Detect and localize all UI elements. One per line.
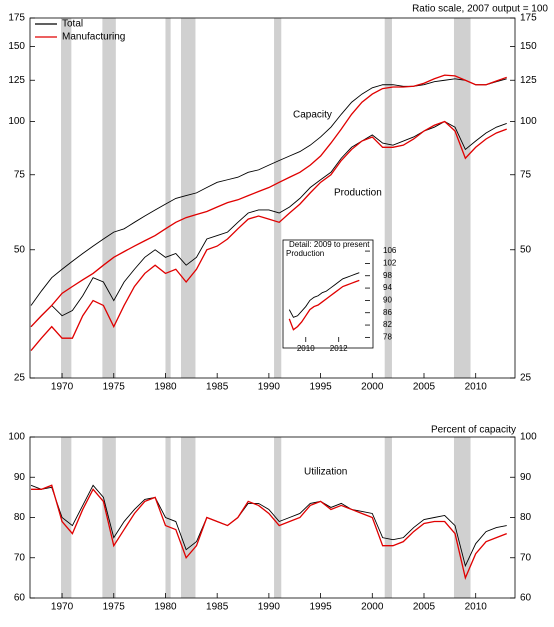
- x-tick-label: 1970: [51, 382, 74, 393]
- x-tick-label: 2005: [413, 382, 436, 393]
- y-tick-label: 50: [520, 244, 532, 255]
- y-tick-label: 78: [383, 332, 392, 341]
- y-tick-label: 80: [520, 512, 532, 523]
- x-tick-label: 2000: [361, 602, 384, 613]
- x-tick-label: 1980: [154, 602, 177, 613]
- x-tick-label: 2005: [413, 602, 436, 613]
- annotation: Production: [286, 249, 324, 258]
- x-tick-label: 1970: [51, 602, 74, 613]
- y-tick-label: 70: [520, 552, 532, 563]
- x-tick-label: 1990: [258, 602, 281, 613]
- annotation: Percent of capacity: [431, 425, 516, 436]
- y-tick-label: 106: [383, 246, 397, 255]
- y-tick-label: 86: [383, 308, 392, 317]
- recession-shade: [102, 18, 116, 378]
- y-tick-label: 125: [8, 75, 25, 86]
- recession-shade: [274, 18, 282, 378]
- y-tick-label: 82: [383, 320, 392, 329]
- inset-title: Detail: 2009 to present: [289, 240, 370, 249]
- inset-background: [282, 239, 374, 349]
- series-line: [30, 74, 507, 328]
- x-tick-label: 2010: [465, 382, 488, 393]
- annotation: Capacity: [293, 110, 332, 121]
- x-tick-label: 2012: [330, 344, 348, 353]
- x-tick-label: 2000: [361, 382, 384, 393]
- y-tick-label: 90: [520, 472, 532, 483]
- x-tick-label: 2010: [465, 602, 488, 613]
- x-tick-label: 1985: [206, 602, 229, 613]
- y-tick-label: 70: [14, 552, 26, 563]
- recession-shade: [384, 18, 392, 378]
- y-tick-label: 100: [8, 116, 25, 127]
- annotation: Utilization: [304, 467, 347, 478]
- y-tick-label: 100: [520, 432, 537, 443]
- y-tick-label: 100: [8, 432, 25, 443]
- series-line: [30, 120, 507, 351]
- y-tick-label: 150: [8, 41, 25, 52]
- y-tick-label: 98: [383, 271, 392, 280]
- recession-shade: [453, 18, 471, 378]
- recession-shade: [453, 437, 471, 598]
- x-tick-label: 1980: [154, 382, 177, 393]
- y-tick-label: 102: [383, 259, 397, 268]
- y-tick-label: 80: [14, 512, 26, 523]
- y-tick-label: 150: [520, 41, 537, 52]
- annotation: Production: [334, 188, 382, 199]
- y-tick-label: 125: [520, 75, 537, 86]
- y-tick-label: 25: [14, 373, 26, 384]
- recession-shade: [274, 437, 282, 598]
- series-line: [30, 121, 507, 327]
- recession-shade: [165, 437, 171, 598]
- x-tick-label: 1990: [258, 382, 281, 393]
- note: Ratio scale, 2007 output = 100: [412, 4, 548, 15]
- recession-shade: [180, 18, 196, 378]
- series-line: [288, 279, 360, 331]
- y-tick-label: 50: [14, 244, 26, 255]
- y-tick-label: 90: [14, 472, 26, 483]
- x-tick-label: 1995: [309, 602, 332, 613]
- recession-shade: [384, 437, 392, 598]
- y-tick-label: 60: [520, 593, 532, 604]
- recession-shade: [165, 18, 171, 378]
- series-line: [30, 484, 507, 568]
- y-tick-label: 90: [383, 296, 392, 305]
- recession-shade: [61, 437, 72, 598]
- y-tick-label: 94: [383, 283, 392, 292]
- x-tick-label: 1975: [103, 382, 126, 393]
- series-line: [288, 272, 360, 318]
- recession-shade: [180, 437, 196, 598]
- series-line: [31, 484, 507, 580]
- x-tick-label: 2010: [297, 344, 315, 353]
- y-tick-label: 100: [520, 116, 537, 127]
- y-tick-label: 75: [520, 169, 532, 180]
- y-tick-label: 75: [14, 169, 26, 180]
- recession-shade: [102, 437, 116, 598]
- legend-label: Manufacturing: [62, 32, 125, 43]
- series-line: [30, 78, 507, 306]
- x-tick-label: 1975: [103, 602, 126, 613]
- x-tick-label: 1985: [206, 382, 229, 393]
- y-tick-label: 25: [520, 373, 532, 384]
- x-tick-label: 1995: [309, 382, 332, 393]
- y-tick-label: 175: [520, 13, 537, 24]
- y-tick-label: 175: [8, 13, 25, 24]
- plot-frame: [29, 17, 516, 379]
- recession-shade: [61, 18, 72, 378]
- y-tick-label: 60: [14, 593, 26, 604]
- legend-label: Total: [62, 19, 83, 30]
